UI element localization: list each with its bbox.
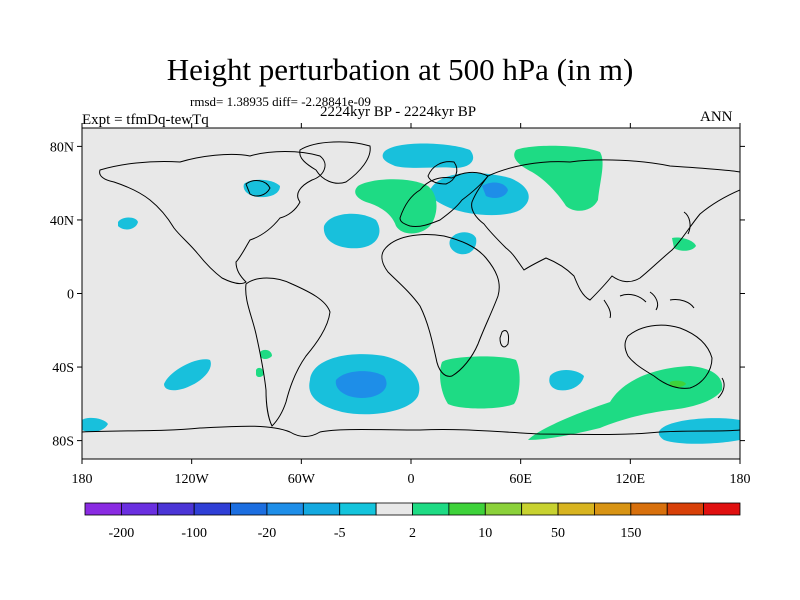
lat-tick-label: 40S (52, 361, 74, 376)
coastline-scandinavia (427, 161, 458, 185)
coastline-madagascar (499, 330, 509, 348)
anomaly-patches (82, 143, 740, 444)
plot-title: Height perturbation at 500 hPa (in m) (166, 52, 634, 87)
lat-tick-label: 80S (52, 435, 74, 450)
anomaly-patch (672, 237, 696, 251)
coastline-se-asia-islands (603, 291, 695, 319)
anomaly-patch (549, 370, 584, 391)
longitude-ticks: 180 120W 60W 0 60E 120E 180 (72, 123, 751, 487)
coastline-new-zealand (717, 377, 725, 399)
anomaly-patch (82, 417, 108, 432)
lon-tick-label: 60E (509, 472, 532, 487)
colorbar-label: -20 (258, 526, 277, 541)
colorbar-swatch (557, 502, 595, 516)
colorbar-label: 150 (620, 526, 641, 541)
lon-tick-label: 180 (72, 472, 93, 487)
lon-tick-label: 0 (408, 472, 415, 487)
colorbar-swatch (375, 502, 413, 516)
lon-tick-label: 180 (730, 472, 751, 487)
colorbar-swatch (266, 502, 304, 516)
anomaly-patch (260, 349, 272, 359)
colorbar-swatch (339, 502, 377, 516)
colorbar-label: 50 (551, 526, 565, 541)
colorbar-swatch (120, 502, 159, 516)
anomaly-patch (335, 371, 387, 398)
period-label: 2224kyr BP - 2224kyr BP (320, 104, 477, 120)
coastline-hudson-bay (245, 180, 271, 197)
lat-tick-label: 80N (50, 140, 74, 155)
colorbar-label: -200 (109, 526, 135, 541)
lon-tick-label: 60W (288, 472, 316, 487)
anomaly-patch (256, 367, 264, 377)
colorbar-swatch (666, 502, 705, 516)
stats-label: rmsd= 1.38935 diff= -2.28841e-09 (190, 94, 371, 109)
lon-tick-label: 120E (616, 472, 646, 487)
coastline-australia (624, 324, 713, 389)
coastlines (82, 141, 740, 437)
anomaly-patch (449, 232, 477, 255)
coastline-asia (471, 159, 740, 301)
anomaly-patch (323, 213, 380, 249)
anomaly-patch (429, 173, 529, 216)
colorbar-swatch (521, 502, 559, 516)
lat-tick-label: 40N (50, 214, 74, 229)
coastline-antarctica (82, 425, 740, 437)
colorbar-swatch (594, 502, 632, 516)
coastline-north-america (99, 151, 326, 285)
colorbar: -200 -100 -20 -5 2 10 50 150 (84, 502, 741, 541)
colorbar-swatch (230, 502, 268, 516)
colorbar-swatch (703, 502, 741, 516)
colorbar-swatch (84, 502, 122, 516)
coastline-africa (381, 234, 500, 377)
lon-tick-label: 120W (175, 472, 210, 487)
lat-tick-label: 0 (67, 288, 74, 303)
coastline-japan (683, 211, 691, 235)
anomaly-patch (164, 359, 211, 391)
latitude-ticks: 80N 40N 0 40S 80S (50, 140, 745, 450)
colorbar-swatch (630, 502, 668, 516)
season-label: ANN (700, 109, 733, 125)
anomaly-patch (382, 143, 474, 168)
coastline-south-america (245, 277, 331, 427)
anomaly-patch (482, 182, 508, 198)
anomaly-patch (440, 356, 520, 409)
colorbar-swatch (448, 502, 486, 516)
colorbar-swatch (193, 502, 231, 516)
colorbar-swatch (157, 502, 195, 516)
colorbar-label: 10 (478, 526, 492, 541)
experiment-label: Expt = tfmDq-tewTq (82, 112, 209, 128)
colorbar-label: 2 (409, 526, 416, 541)
colorbar-label: -100 (181, 526, 207, 541)
colorbar-swatch (302, 502, 341, 516)
anomaly-patch (118, 217, 138, 230)
anomaly-patch (670, 380, 686, 388)
anomaly-patch (243, 179, 280, 198)
coastline-europe (399, 171, 489, 227)
colorbar-swatch (412, 502, 450, 516)
colorbar-swatch (484, 502, 523, 516)
colorbar-label: -5 (334, 526, 346, 541)
coastline-greenland (299, 141, 371, 184)
anomaly-patch (514, 145, 603, 211)
